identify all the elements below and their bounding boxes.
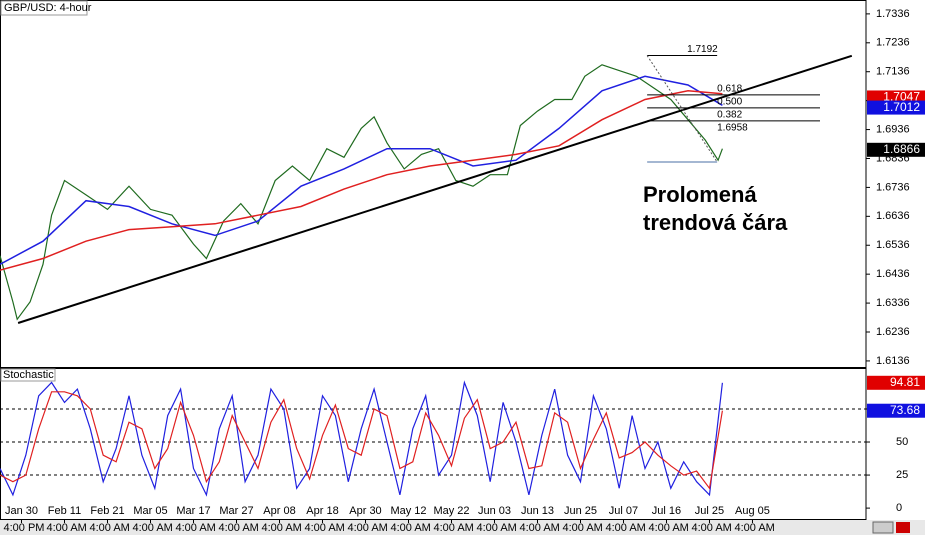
price-marker-label: 73.68	[890, 403, 920, 417]
stoch-title: Stochastic	[3, 369, 54, 381]
price-line	[0, 90, 723, 271]
x-tick-time: 4:00 AM	[175, 522, 215, 534]
price-marker	[867, 142, 925, 157]
price-marker	[867, 100, 925, 115]
y-tick-label: 1.7336	[876, 8, 910, 20]
price-marker	[867, 375, 925, 390]
y-tick-label: 0	[896, 502, 902, 514]
y-tick-label: 1.6536	[876, 239, 910, 251]
stoch-title-box	[0, 368, 56, 382]
x-tick-label: Jul 16	[652, 505, 681, 517]
y-tick-label: 50	[896, 436, 908, 448]
x-tick-time: 4:00 PM	[3, 522, 44, 534]
y-tick-label: 25	[896, 469, 908, 481]
x-tick-time: 4:00 AM	[304, 522, 344, 534]
x-tick-label: Jan 30	[5, 505, 38, 517]
annotation: trendová čára	[643, 210, 788, 235]
fib-label: 1.7192	[687, 44, 718, 55]
x-tick-label: Mar 05	[133, 505, 167, 517]
x-tick-time: 4:00 AM	[691, 522, 731, 534]
price-marker-label: 1.7047	[883, 90, 920, 104]
fib-diagonal	[646, 55, 718, 163]
x-tick-time: 4:00 AM	[605, 522, 645, 534]
trendline	[17, 54, 853, 324]
icon[interactable]	[896, 522, 910, 533]
x-tick-time: 4:00 AM	[347, 522, 387, 534]
x-tick-label: Aug 05	[735, 505, 770, 517]
x-tick-label: Feb 21	[90, 505, 124, 517]
price-line	[0, 75, 723, 265]
x-tick-time: 4:00 AM	[89, 522, 129, 534]
stochastic-panel	[0, 368, 867, 520]
x-tick-time: 4:00 AM	[648, 522, 688, 534]
stoch-line	[0, 380, 723, 497]
y-tick-label: 1.6236	[876, 326, 910, 338]
x-tick-label: May 12	[390, 505, 426, 517]
fib-label: 0.500	[717, 97, 742, 108]
x-tick-label: Jun 25	[564, 505, 597, 517]
fib-label: 1.6958	[717, 123, 748, 134]
chart-title: GBP/USD: 4-hour	[4, 2, 92, 14]
y-tick-label: 1.6336	[876, 297, 910, 309]
x-tick-label: Jun 03	[478, 505, 511, 517]
x-tick-label: May 22	[433, 505, 469, 517]
x-tick-label: Jul 07	[609, 505, 638, 517]
price-marker-label: 94.81	[890, 375, 920, 389]
x-tick-time: 4:00 AM	[46, 522, 86, 534]
stoch-line	[0, 391, 723, 490]
x-tick-time: 4:00 AM	[433, 522, 473, 534]
x-tick-label: Mar 27	[219, 505, 253, 517]
fib-label: 0.618	[717, 83, 742, 94]
time-strip	[0, 520, 925, 535]
y-tick-label: 1.7236	[876, 37, 910, 49]
x-tick-label: Apr 30	[349, 505, 381, 517]
y-tick-label: 1.7136	[876, 66, 910, 78]
x-tick-time: 4:00 AM	[519, 522, 559, 534]
x-tick-time: 4:00 AM	[734, 522, 774, 534]
y-tick-label: 1.6136	[876, 355, 910, 367]
title-box	[0, 0, 88, 16]
y-tick-label: 1.6636	[876, 210, 910, 222]
price-marker	[867, 403, 925, 418]
y-tick-label: 1.6736	[876, 181, 910, 193]
price-panel	[0, 0, 867, 368]
price-marker-label: 1.7012	[883, 100, 920, 114]
annotation: Prolomená	[643, 182, 757, 207]
x-tick-label: Jul 25	[695, 505, 724, 517]
x-tick-label: Feb 11	[48, 505, 81, 517]
price-marker-label: 1.6866	[883, 142, 920, 156]
icon[interactable]	[872, 521, 894, 534]
x-tick-time: 4:00 AM	[390, 522, 430, 534]
fib-label: 0.382	[717, 110, 742, 121]
x-tick-label: Jun 13	[521, 505, 554, 517]
x-tick-time: 4:00 AM	[261, 522, 301, 534]
x-tick-time: 4:00 AM	[132, 522, 172, 534]
y-tick-label: 1.6436	[876, 268, 910, 280]
y-tick-label: 1.6936	[876, 123, 910, 135]
x-tick-time: 4:00 AM	[218, 522, 258, 534]
x-tick-label: Mar 17	[176, 505, 210, 517]
x-tick-time: 4:00 AM	[562, 522, 602, 534]
x-tick-label: Apr 18	[306, 505, 338, 517]
x-tick-label: Apr 08	[263, 505, 295, 517]
x-tick-time: 4:00 AM	[476, 522, 516, 534]
